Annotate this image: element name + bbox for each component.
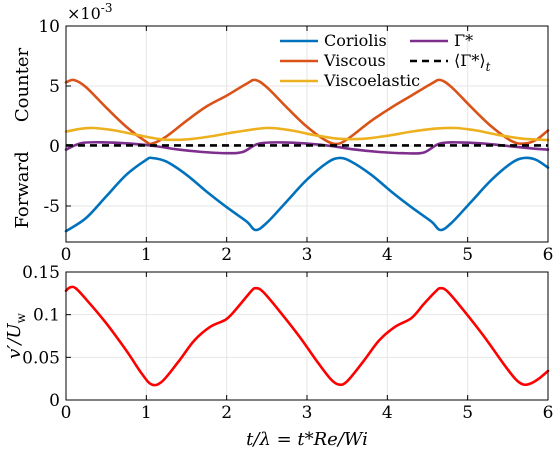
legend-label-4: ⟨Γ*⟩t [454,51,491,74]
bottom-series-line-0 [64,285,550,387]
bottom-series-group [64,285,550,387]
bottom-ytick-label: 0.15 [22,263,60,283]
top-series-line-1 [64,78,550,146]
top-xtick-label: 6 [543,245,553,265]
bottom-xlabel: t/λ = t*Re/Wi [246,429,368,450]
top-xtick-label: 1 [141,245,152,265]
bottom-xtick-label: 2 [221,403,232,423]
bottom-xtick-label: 4 [382,403,393,423]
top-ytick-label: 5 [49,77,60,97]
bottom-xtick-label: 5 [462,403,473,423]
top-xtick-label: 4 [382,245,393,265]
bottom-ylabel: v′/Uw [4,312,28,359]
top-tick-labels: 0 1 2 3 4 5 6 10 5 0 -5 [38,17,553,265]
top-ylabel-counter: Counter [12,47,33,122]
bottom-xtick-label: 3 [302,403,313,423]
top-ytick-label: 10 [38,17,60,37]
top-ylabel-forward: Forward [12,151,33,228]
legend-label-3: Γ* [454,31,473,50]
bottom-ytick-label: 0 [49,391,60,411]
top-xtick-label: 2 [221,245,232,265]
top-xtick-label: 3 [302,245,313,265]
bottom-xtick-label: 6 [543,403,553,423]
bottom-ytick-label: 0.1 [33,306,60,326]
bottom-tick-labels: 0 1 2 3 4 5 6 0.15 0.1 0.05 0 [22,263,553,423]
top-series-group [64,78,550,233]
bottom-xtick-label: 0 [61,403,72,423]
top-series-line-0 [64,156,550,233]
bottom-gridlines [65,271,549,401]
legend-label-0: Coriolis [324,31,387,50]
top-ytick-label: -5 [43,197,60,217]
top-series-line-2 [64,126,550,142]
bottom-ytick-label: 0.05 [22,348,60,368]
bottom-xtick-label: 1 [141,403,152,423]
legend-label-1: Viscous [323,51,386,70]
top-xtick-label: 0 [61,245,72,265]
top-xtick-label: 5 [462,245,473,265]
top-ytick-label: 0 [49,137,60,157]
top-exponent-label: ×10-3 [67,1,112,23]
top-series-line-3 [64,140,550,155]
legend-label-2: Viscoelastic [323,71,420,90]
